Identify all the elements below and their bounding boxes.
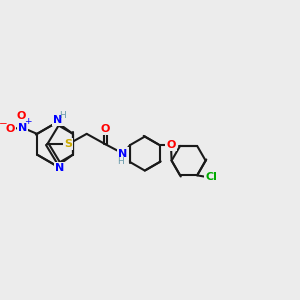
Text: O: O xyxy=(101,124,110,134)
Text: Cl: Cl xyxy=(205,172,217,182)
Text: O: O xyxy=(17,111,26,121)
Text: O: O xyxy=(166,140,176,150)
Text: O: O xyxy=(5,124,15,134)
Text: N: N xyxy=(18,123,27,133)
Text: H: H xyxy=(117,157,124,166)
Text: −: − xyxy=(0,119,8,129)
Text: H: H xyxy=(60,112,66,121)
Text: N: N xyxy=(55,163,64,173)
Text: +: + xyxy=(24,117,31,126)
Text: S: S xyxy=(64,139,72,149)
Text: N: N xyxy=(53,115,63,125)
Text: N: N xyxy=(118,148,127,159)
